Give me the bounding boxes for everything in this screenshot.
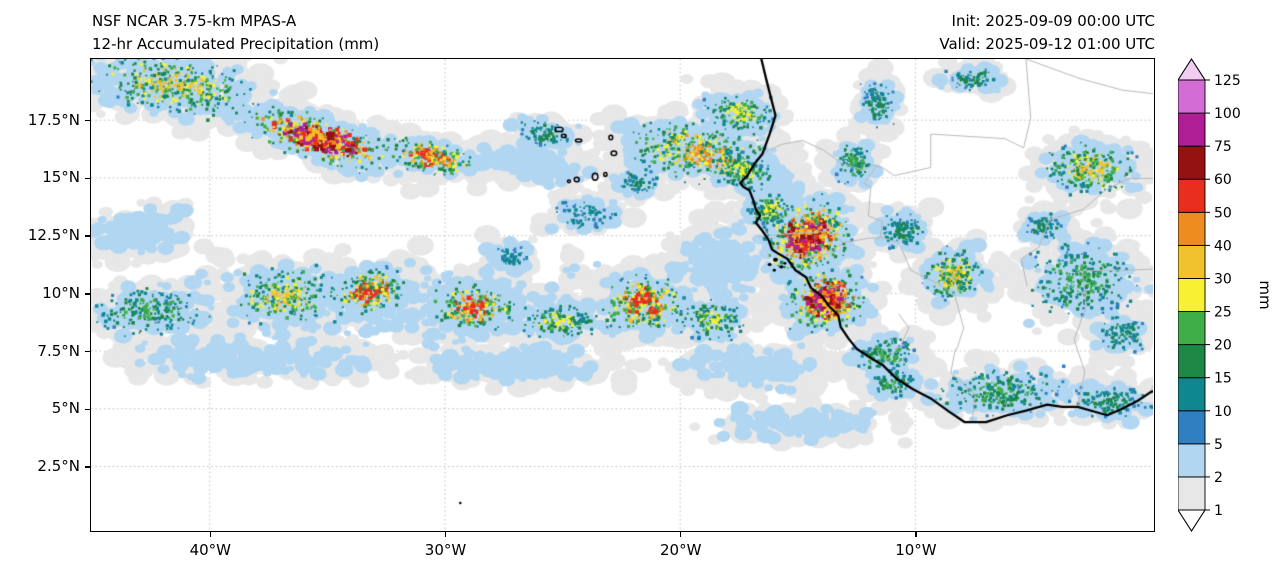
colorbar-units-label: mm [1256, 280, 1274, 309]
y-axis-tick-label: 12.5°N [27, 226, 80, 245]
colorbar-tick-label: 40 [1214, 238, 1232, 254]
y-axis-tick [85, 408, 90, 411]
y-axis-tick-label: 5°N [51, 399, 80, 418]
y-axis-tick-label: 2.5°N [37, 457, 80, 475]
colorbar-segment [1178, 79, 1206, 114]
valid-time: Valid: 2025-09-12 01:00 UTC [939, 35, 1155, 53]
y-axis-tick [85, 177, 90, 180]
colorbar-tick-label: 15 [1214, 371, 1232, 387]
colorbar-segment [1178, 278, 1206, 312]
colorbar-tick-label: 50 [1214, 205, 1232, 221]
colorbar-tick-label: 25 [1214, 305, 1232, 321]
colorbar-segment [1178, 344, 1206, 379]
colorbar-tick-label: 125 [1214, 73, 1241, 89]
colorbar-segment [1178, 244, 1206, 279]
colorbar-tick-label: 20 [1214, 338, 1232, 354]
x-axis-tick-label: 10°W [895, 541, 937, 559]
init-time: Init: 2025-09-09 00:00 UTC [951, 12, 1155, 30]
colorbar-segment [1178, 476, 1206, 511]
colorbar-tick-label: 5 [1214, 437, 1223, 453]
y-axis-tick-label: 7.5°N [37, 341, 80, 360]
colorbar-tick-label: 2 [1214, 470, 1223, 486]
y-axis-tick [85, 235, 90, 237]
colorbar-tick-label: 75 [1214, 139, 1232, 155]
title-block: NSF NCAR 3.75-km MPAS-A 12-hr Accumulate… [92, 10, 379, 56]
colorbar-tick-label: 1 [1214, 503, 1223, 519]
y-axis-tick-label: 17.5°N [27, 110, 80, 129]
product-title: 12-hr Accumulated Precipitation (mm) [92, 35, 380, 53]
colorbar-over-arrow [1178, 58, 1207, 81]
colorbar-under-arrow [1178, 509, 1207, 532]
x-axis-tick-label: 40°W [189, 541, 231, 559]
x-axis-tick [679, 532, 682, 537]
map-plot-area [90, 58, 1155, 532]
y-axis-tick [85, 119, 90, 122]
model-title: NSF NCAR 3.75-km MPAS-A [92, 12, 297, 30]
x-axis-tick-label: 20°W [659, 541, 702, 559]
colorbar-tick-label: 60 [1214, 172, 1232, 188]
x-axis-tick [915, 532, 917, 537]
x-axis-tick [209, 532, 212, 537]
x-axis-tick [444, 532, 447, 537]
colorbar-tick-label: 100 [1214, 106, 1241, 122]
y-axis-tick-label: 15°N [42, 168, 80, 187]
y-axis-tick [85, 350, 90, 353]
y-axis-tick-label: 10°N [42, 283, 80, 302]
colorbar-segment [1178, 211, 1206, 246]
colorbar-segment [1178, 410, 1206, 445]
precipitation-map-canvas [91, 59, 1153, 530]
x-axis-tick-label: 30°W [424, 541, 467, 559]
time-block: Init: 2025-09-09 00:00 UTC Valid: 2025-0… [939, 10, 1155, 56]
colorbar-tick-label: 30 [1214, 271, 1232, 287]
colorbar-segment [1178, 112, 1206, 147]
y-axis-tick [85, 293, 90, 295]
colorbar-tick-label: 10 [1214, 404, 1232, 420]
colorbar-segment [1178, 443, 1206, 478]
colorbar-segment [1178, 178, 1206, 213]
colorbar-segment [1178, 377, 1206, 412]
colorbar-segment [1178, 145, 1206, 180]
y-axis-tick [85, 466, 90, 468]
colorbar-segment [1178, 311, 1206, 346]
